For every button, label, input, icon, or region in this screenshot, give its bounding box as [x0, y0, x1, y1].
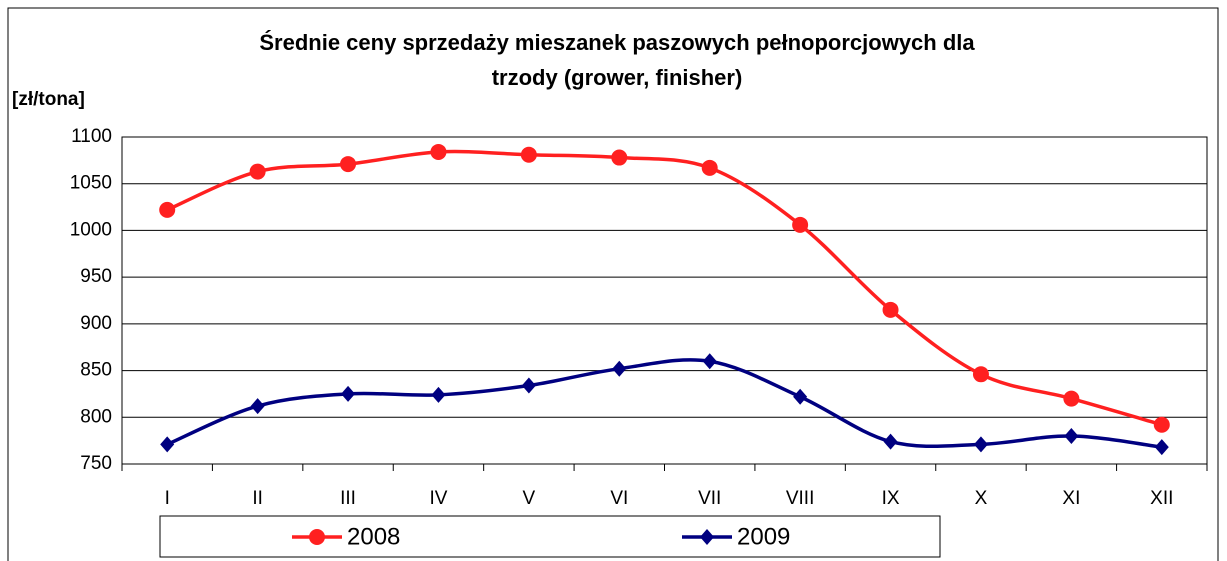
- series-line: [166, 149, 1163, 427]
- point: [882, 301, 899, 318]
- x-tick-label: VI: [610, 488, 628, 509]
- point: [309, 529, 325, 545]
- point: [1154, 439, 1169, 456]
- x-tick-label: I: [165, 488, 170, 509]
- x-tick-label: IX: [882, 488, 900, 509]
- point: [611, 149, 628, 166]
- chart-frame: [7, 7, 1219, 561]
- legend: [159, 515, 941, 558]
- point: [792, 216, 809, 233]
- x-tick-label: VII: [698, 488, 721, 509]
- point: [250, 398, 265, 415]
- x-tick-label: X: [975, 488, 988, 509]
- y-tick-label: 750: [80, 453, 112, 474]
- point: [1153, 416, 1170, 433]
- point: [973, 436, 988, 453]
- x-tick-label: XII: [1150, 488, 1173, 509]
- series-line: [166, 358, 1163, 449]
- y-tick-label: 950: [80, 266, 112, 287]
- y-tick-label: 800: [80, 406, 112, 427]
- y-tick-label: 850: [80, 360, 112, 381]
- point: [340, 156, 357, 173]
- point: [431, 386, 446, 403]
- point: [249, 163, 266, 180]
- point: [160, 436, 175, 453]
- x-tick-label: V: [523, 488, 536, 509]
- y-axis-label: [zł/tona]: [12, 89, 85, 110]
- x-tick-label: VIII: [786, 488, 815, 509]
- legend-label: 2008: [347, 523, 400, 550]
- point: [972, 366, 989, 383]
- point: [701, 159, 718, 176]
- point: [341, 385, 356, 402]
- x-tick-label: II: [252, 488, 263, 509]
- point: [793, 388, 808, 405]
- y-tick-label: 1100: [71, 126, 112, 147]
- point: [521, 377, 536, 394]
- legend-label: 2009: [737, 523, 790, 550]
- x-tick-label: XI: [1062, 488, 1080, 509]
- x-tick-label: IV: [429, 488, 447, 509]
- point: [520, 146, 537, 163]
- point: [430, 143, 447, 160]
- point: [700, 529, 714, 545]
- y-tick-label: 1050: [70, 173, 112, 194]
- point: [702, 353, 717, 370]
- point: [159, 201, 176, 218]
- point: [883, 433, 898, 450]
- point: [612, 360, 627, 377]
- chart-title: Średnie ceny sprzedaży mieszanek paszowy…: [259, 30, 975, 90]
- y-tick-label: 900: [80, 313, 112, 334]
- y-tick-label: 1000: [70, 219, 112, 240]
- plot-area: [121, 136, 1208, 465]
- x-tick-label: III: [340, 488, 356, 509]
- point: [1063, 390, 1080, 407]
- point: [1064, 427, 1079, 444]
